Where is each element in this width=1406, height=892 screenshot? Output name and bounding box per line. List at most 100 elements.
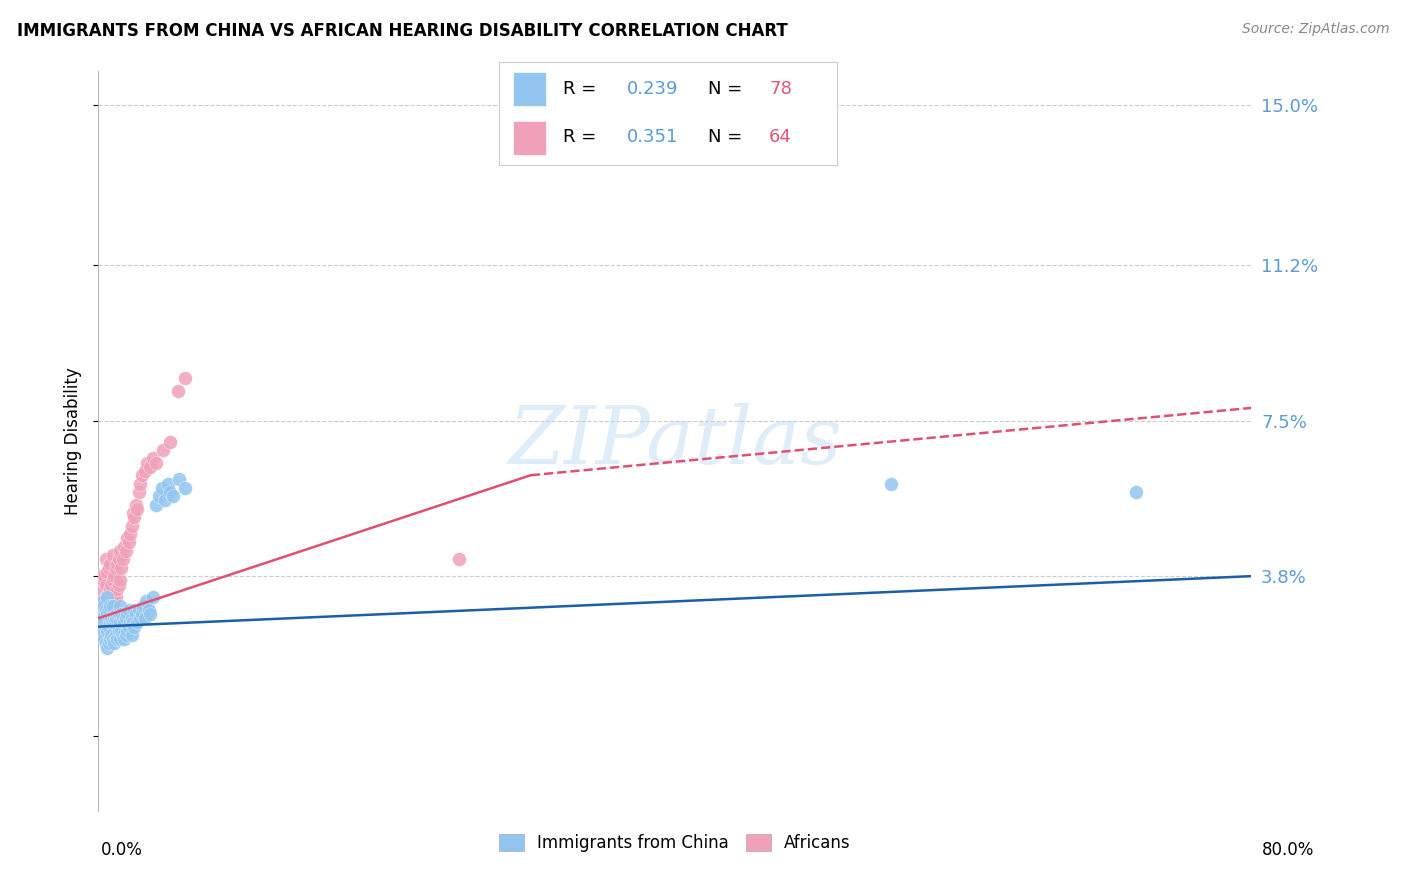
Text: R =: R = xyxy=(564,79,596,97)
Point xyxy=(93,594,115,608)
Point xyxy=(159,434,181,449)
Point xyxy=(152,442,174,457)
Text: 78: 78 xyxy=(769,79,792,97)
Text: 0.239: 0.239 xyxy=(627,79,679,97)
Point xyxy=(122,506,145,520)
Point xyxy=(110,560,132,574)
Point xyxy=(100,611,122,625)
Point xyxy=(142,590,165,604)
Point xyxy=(118,603,141,617)
Point xyxy=(96,640,118,655)
Text: Source: ZipAtlas.com: Source: ZipAtlas.com xyxy=(1241,22,1389,37)
Point xyxy=(98,557,121,571)
Point xyxy=(174,371,197,385)
Point xyxy=(121,518,143,533)
Point xyxy=(105,632,128,647)
Point xyxy=(139,459,162,474)
Point xyxy=(91,574,114,588)
Point xyxy=(94,603,117,617)
Text: N =: N = xyxy=(709,128,742,145)
Point xyxy=(104,590,127,604)
Text: ZIPatlas: ZIPatlas xyxy=(508,403,842,480)
Point xyxy=(110,624,132,638)
Point xyxy=(96,590,118,604)
Point xyxy=(100,577,122,591)
Point xyxy=(93,619,115,633)
Point xyxy=(105,557,128,571)
Legend: Immigrants from China, Africans: Immigrants from China, Africans xyxy=(492,828,858,859)
Point xyxy=(90,619,112,633)
Point xyxy=(124,619,146,633)
Point xyxy=(107,607,129,621)
Point xyxy=(880,476,903,491)
Point xyxy=(114,544,136,558)
Text: 64: 64 xyxy=(769,128,792,145)
Point xyxy=(97,603,120,617)
Point xyxy=(108,599,131,613)
Point xyxy=(100,628,122,642)
Point xyxy=(166,384,188,398)
Point xyxy=(128,485,150,500)
Point xyxy=(98,599,121,613)
Point xyxy=(117,607,139,621)
Point xyxy=(122,615,145,630)
Point xyxy=(124,510,146,524)
Point xyxy=(89,586,111,600)
Point xyxy=(105,607,128,621)
Point xyxy=(129,476,152,491)
Point xyxy=(114,628,136,642)
Point xyxy=(174,481,197,495)
Point xyxy=(148,489,170,503)
Point xyxy=(118,619,141,633)
Point xyxy=(89,611,111,625)
Point xyxy=(138,603,160,617)
Point xyxy=(93,569,115,583)
Point xyxy=(91,599,114,613)
Point xyxy=(89,611,111,625)
Point xyxy=(104,611,127,625)
Point xyxy=(93,632,115,647)
Point xyxy=(101,599,124,613)
Point xyxy=(98,607,121,621)
Point xyxy=(107,624,129,638)
Point xyxy=(112,632,135,647)
Point xyxy=(162,489,184,503)
Point xyxy=(91,628,114,642)
Point xyxy=(103,611,125,625)
Point xyxy=(96,615,118,630)
Point xyxy=(127,501,149,516)
Point xyxy=(104,628,127,642)
Point xyxy=(94,552,117,566)
Point xyxy=(103,594,125,608)
Text: R =: R = xyxy=(564,128,596,145)
Point xyxy=(96,565,118,579)
Point xyxy=(91,611,114,625)
Point xyxy=(101,599,124,613)
Point xyxy=(145,498,167,512)
Point xyxy=(125,607,148,621)
Bar xyxy=(513,121,547,155)
Point xyxy=(124,603,146,617)
Point xyxy=(97,560,120,574)
Point xyxy=(112,615,135,630)
Point xyxy=(107,552,129,566)
Point xyxy=(105,582,128,596)
Text: 0.0%: 0.0% xyxy=(101,840,143,858)
Point xyxy=(94,599,117,613)
Y-axis label: Hearing Disability: Hearing Disability xyxy=(65,368,83,516)
Point xyxy=(117,531,139,545)
Point xyxy=(135,594,157,608)
Point xyxy=(107,577,129,591)
Point xyxy=(97,636,120,650)
Point xyxy=(96,590,118,604)
Bar xyxy=(513,71,547,105)
Point xyxy=(167,472,190,486)
Text: 80.0%: 80.0% xyxy=(1263,840,1315,858)
Point xyxy=(108,632,131,647)
Point xyxy=(96,607,118,621)
Point xyxy=(117,624,139,638)
Point xyxy=(120,527,142,541)
Point xyxy=(90,599,112,613)
Point xyxy=(118,535,141,549)
Point xyxy=(125,498,148,512)
